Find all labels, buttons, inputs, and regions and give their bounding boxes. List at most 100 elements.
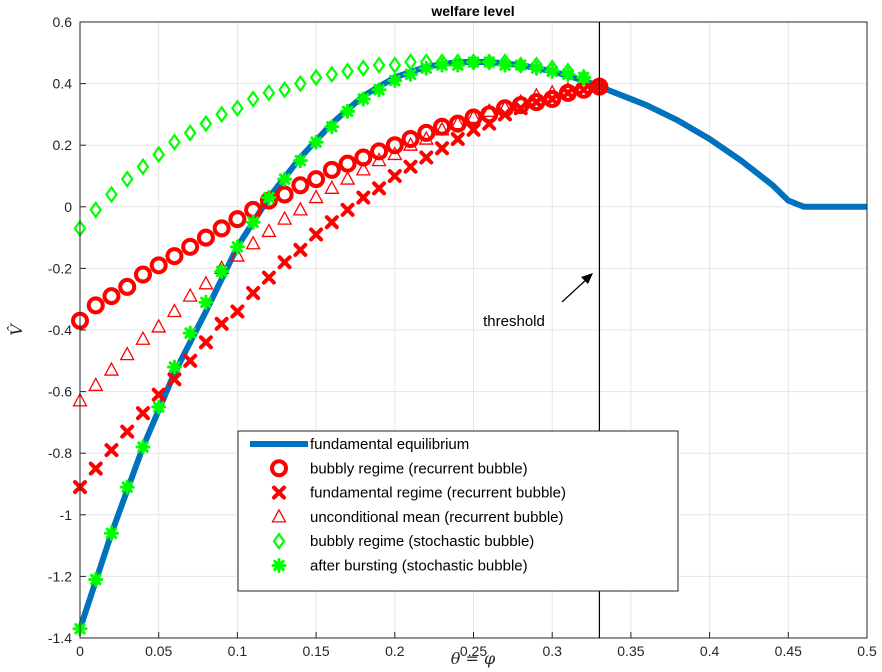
data-point-asterisk bbox=[418, 60, 434, 76]
threshold-label: threshold bbox=[483, 313, 545, 330]
legend-marker-asterisk bbox=[271, 558, 287, 573]
data-point-circle bbox=[511, 96, 530, 115]
data-point-circle bbox=[527, 93, 546, 112]
data-point-diamond bbox=[183, 123, 197, 142]
data-point-x bbox=[230, 304, 245, 319]
data-point-asterisk bbox=[450, 57, 466, 73]
data-point-diamond bbox=[278, 80, 291, 99]
data-point-circle bbox=[354, 148, 373, 167]
data-point-x bbox=[340, 202, 355, 217]
x-tick-label: 0.15 bbox=[302, 643, 329, 659]
data-point-triangle bbox=[261, 223, 277, 238]
data-point-triangle bbox=[544, 84, 560, 99]
data-point-circle bbox=[212, 219, 231, 238]
legend-label: fundamental equilibrium bbox=[310, 436, 469, 453]
data-point-diamond bbox=[388, 56, 402, 75]
x-tick-label: 0.05 bbox=[145, 643, 172, 659]
data-point-circle bbox=[322, 160, 341, 179]
data-point-diamond bbox=[309, 68, 323, 87]
x-tick-label: 0.1 bbox=[228, 643, 248, 659]
data-point-triangle bbox=[277, 210, 293, 225]
legend-marker-circle bbox=[270, 459, 288, 478]
data-point-asterisk bbox=[151, 399, 167, 415]
legend-label: after bursting (stochastic bubble) bbox=[310, 558, 528, 575]
data-point-asterisk bbox=[308, 134, 324, 150]
data-point-diamond bbox=[152, 145, 166, 164]
data-point-asterisk bbox=[355, 91, 371, 107]
data-point-diamond bbox=[356, 59, 370, 78]
data-point-triangle bbox=[182, 287, 198, 302]
legend-label: unconditional mean (recurrent bubble) bbox=[310, 509, 563, 526]
data-point-triangle bbox=[402, 136, 419, 151]
data-point-triangle bbox=[119, 346, 135, 361]
data-point-asterisk bbox=[88, 571, 104, 587]
y-tick-label: 0 bbox=[64, 199, 72, 215]
data-point-asterisk bbox=[245, 214, 261, 230]
data-point-x bbox=[183, 353, 198, 368]
legend-label: fundamental regime (recurrent bubble) bbox=[310, 485, 566, 502]
data-point-triangle bbox=[513, 93, 529, 108]
data-point-asterisk bbox=[481, 54, 497, 70]
data-point-circle bbox=[543, 90, 562, 108]
data-point-triangle bbox=[450, 115, 466, 130]
data-point-diamond bbox=[105, 185, 118, 204]
x-tick-label: 0.5 bbox=[857, 643, 877, 659]
y-axis-label: V̂ bbox=[7, 323, 26, 336]
data-point-diamond bbox=[325, 65, 339, 84]
data-point-asterisk bbox=[166, 359, 182, 375]
data-point-circle bbox=[385, 136, 404, 155]
data-point-triangle bbox=[166, 303, 183, 318]
data-point-asterisk bbox=[277, 171, 293, 187]
data-point-x bbox=[293, 242, 308, 257]
legend-marker-triangle bbox=[271, 508, 287, 523]
data-point-x bbox=[466, 122, 481, 137]
legend-label: bubbly regime (stochastic bubble) bbox=[310, 533, 534, 550]
data-point-asterisk bbox=[214, 263, 230, 279]
data-point-diamond bbox=[199, 114, 213, 133]
data-point-x bbox=[104, 443, 119, 458]
data-point-circle bbox=[149, 256, 168, 275]
data-point-x bbox=[277, 255, 292, 270]
data-point-x bbox=[167, 372, 182, 387]
data-point-asterisk bbox=[387, 73, 403, 89]
data-point-x bbox=[372, 181, 387, 196]
data-point-asterisk bbox=[513, 57, 529, 73]
data-point-asterisk bbox=[119, 479, 135, 495]
x-tick-label: 0.45 bbox=[775, 643, 802, 659]
data-point-asterisk bbox=[497, 57, 513, 73]
data-point-x bbox=[309, 227, 324, 242]
x-tick-label: 0.2 bbox=[385, 643, 405, 659]
data-point-asterisk bbox=[324, 119, 340, 135]
data-point-asterisk bbox=[261, 190, 277, 206]
data-point-asterisk bbox=[544, 63, 560, 79]
data-point-triangle bbox=[198, 275, 214, 290]
data-point-asterisk bbox=[340, 103, 356, 119]
data-point-triangle bbox=[560, 81, 576, 96]
data-point-triangle bbox=[135, 330, 151, 345]
data-point-triangle bbox=[339, 170, 356, 185]
y-tick-label: -0.6 bbox=[48, 384, 72, 400]
data-point-x bbox=[324, 215, 339, 230]
data-point-diamond bbox=[120, 170, 134, 188]
y-tick-label: -0.4 bbox=[48, 322, 72, 338]
y-tick-label: 0.6 bbox=[53, 14, 73, 30]
y-tick-label: -1 bbox=[60, 507, 73, 523]
data-point-triangle bbox=[324, 179, 340, 194]
data-point-x bbox=[403, 159, 418, 174]
chart-title: welfare level bbox=[430, 3, 514, 19]
data-point-x bbox=[120, 424, 135, 439]
data-point-circle bbox=[370, 142, 389, 161]
data-point-triangle bbox=[465, 109, 482, 124]
data-point-circle bbox=[86, 296, 105, 315]
x-tick-label: 0.3 bbox=[542, 643, 562, 659]
legend-marker-x bbox=[272, 485, 286, 500]
threshold-arrow bbox=[561, 277, 589, 303]
y-tick-label: -1.2 bbox=[48, 568, 72, 584]
data-point-x bbox=[261, 270, 276, 285]
y-tick-label: -0.8 bbox=[48, 445, 72, 461]
data-point-circle bbox=[338, 154, 357, 173]
data-point-triangle bbox=[371, 152, 387, 167]
data-point-triangle bbox=[481, 102, 497, 117]
data-point-circle bbox=[433, 117, 452, 136]
x-tick-label: 0.35 bbox=[617, 643, 644, 659]
